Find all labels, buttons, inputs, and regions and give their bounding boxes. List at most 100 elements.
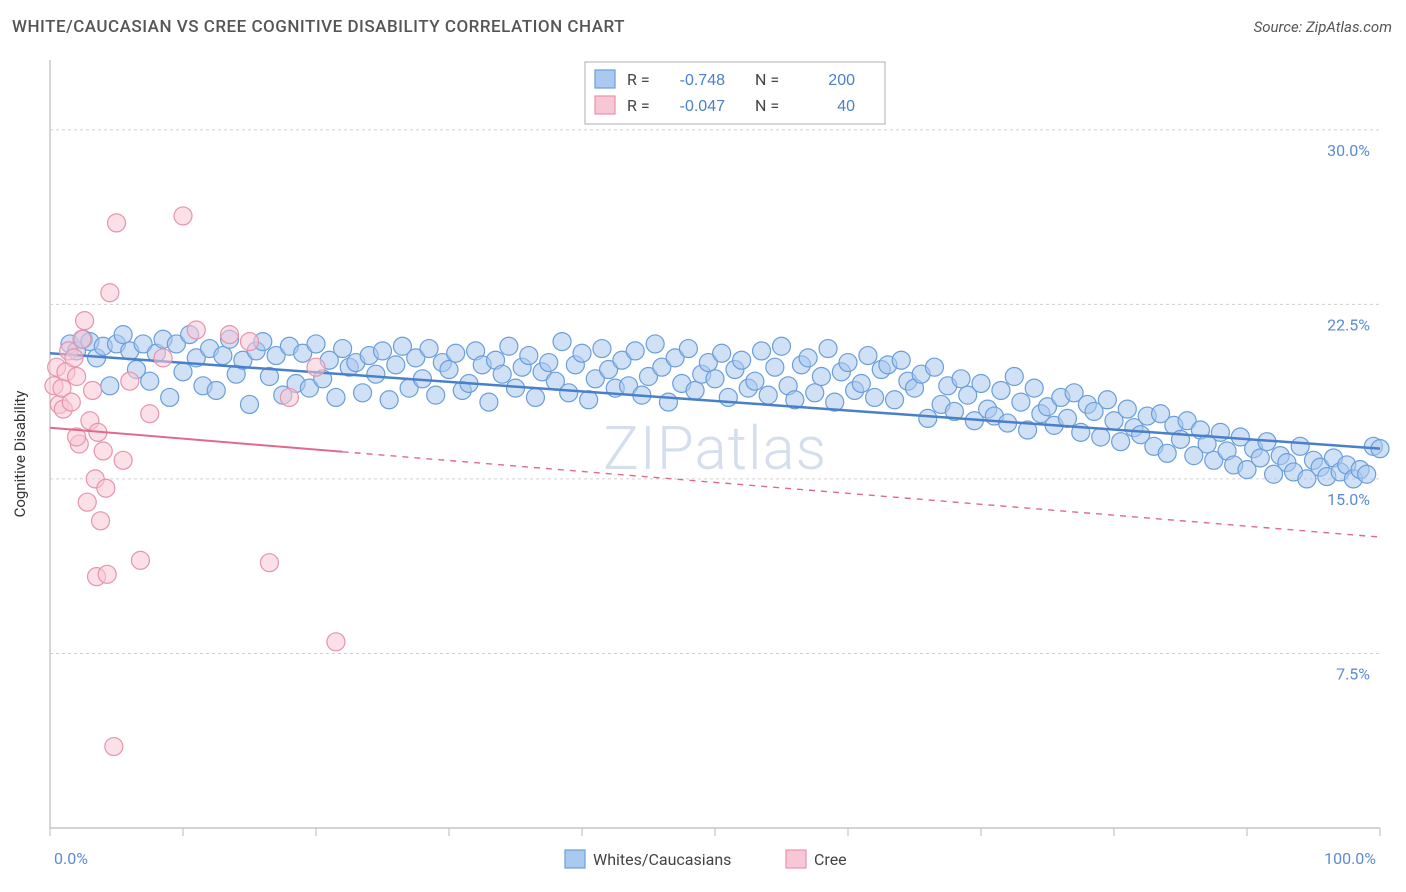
data-point [374, 342, 392, 360]
data-point [260, 554, 278, 572]
data-point [73, 330, 91, 348]
data-point [925, 358, 943, 376]
data-point [241, 333, 259, 351]
data-point [141, 405, 159, 423]
data-point [679, 340, 697, 358]
data-point [892, 351, 910, 369]
data-point [819, 340, 837, 358]
data-point [573, 344, 591, 362]
legend-r-value: -0.047 [680, 98, 725, 115]
legend-n-value: 200 [828, 72, 855, 89]
legend-r-value: -0.748 [680, 72, 725, 89]
data-point [114, 451, 132, 469]
data-point [427, 386, 445, 404]
data-point [114, 326, 132, 344]
data-point [1012, 393, 1030, 411]
data-point [68, 368, 86, 386]
chart-source: Source: ZipAtlas.com [1254, 18, 1392, 36]
data-point [76, 312, 94, 330]
data-point [839, 354, 857, 372]
data-point [972, 374, 990, 392]
data-point [1158, 444, 1176, 462]
data-point [327, 388, 345, 406]
bottom-legend-swatch [786, 850, 806, 868]
data-point [108, 214, 126, 232]
data-point [1092, 428, 1110, 446]
data-point [1112, 433, 1130, 451]
data-point [97, 479, 115, 497]
data-point [753, 342, 771, 360]
data-point [105, 738, 123, 756]
data-point [131, 551, 149, 569]
data-point [540, 354, 558, 372]
data-point [686, 381, 704, 399]
y-tick-label: 30.0% [1327, 141, 1370, 160]
data-point [806, 384, 824, 402]
data-point [65, 349, 83, 367]
data-point [141, 372, 159, 390]
legend-swatch [595, 70, 615, 88]
data-point [84, 381, 102, 399]
data-point [241, 395, 259, 413]
legend-r-label: R = [627, 96, 650, 115]
data-point [174, 207, 192, 225]
data-point [799, 349, 817, 367]
data-point [307, 335, 325, 353]
data-point [520, 347, 538, 365]
data-point [447, 344, 465, 362]
y-tick-label: 7.5% [1336, 664, 1370, 683]
data-point [919, 409, 937, 427]
data-point [480, 393, 498, 411]
data-point [560, 384, 578, 402]
data-point [307, 358, 325, 376]
data-point [992, 381, 1010, 399]
legend-n-label: N = [755, 96, 779, 115]
data-point [493, 365, 511, 383]
data-point [101, 377, 119, 395]
data-point [659, 393, 677, 411]
data-point [121, 372, 139, 390]
legend-r-label: R = [627, 70, 650, 89]
data-point [354, 384, 372, 402]
scatter-chart: WHITE/CAUCASIAN VS CREE COGNITIVE DISABI… [0, 0, 1406, 892]
data-point [713, 344, 731, 362]
data-point [952, 370, 970, 388]
data-point [1005, 368, 1023, 386]
bottom-legend-label: Whites/Caucasians [593, 850, 731, 869]
data-point [62, 393, 80, 411]
y-tick-label: 22.5% [1327, 315, 1370, 334]
data-point [859, 347, 877, 365]
data-point [766, 358, 784, 376]
x-label-right: 100.0% [1324, 849, 1376, 868]
data-point [773, 337, 791, 355]
data-point [1118, 400, 1136, 418]
data-point [706, 370, 724, 388]
data-point [78, 493, 96, 511]
data-point [812, 368, 830, 386]
data-point [387, 356, 405, 374]
x-label-left: 0.0% [54, 849, 88, 868]
data-point [221, 326, 239, 344]
legend-swatch [595, 96, 615, 114]
chart-container: WHITE/CAUCASIAN VS CREE COGNITIVE DISABI… [0, 0, 1406, 892]
data-point [420, 340, 438, 358]
data-point [1291, 437, 1309, 455]
data-point [886, 391, 904, 409]
data-point [98, 565, 116, 583]
data-point [1358, 465, 1376, 483]
data-point [526, 388, 544, 406]
data-point [866, 388, 884, 406]
data-point [280, 388, 298, 406]
data-point [207, 381, 225, 399]
data-point [759, 386, 777, 404]
data-point [440, 361, 458, 379]
data-point [174, 363, 192, 381]
y-tick-label: 15.0% [1327, 490, 1370, 509]
data-point [1251, 449, 1269, 467]
data-point [327, 633, 345, 651]
data-point [1025, 379, 1043, 397]
y-axis-label: Cognitive Disability [11, 391, 29, 518]
data-point [733, 351, 751, 369]
data-point [719, 388, 737, 406]
data-point [746, 372, 764, 390]
